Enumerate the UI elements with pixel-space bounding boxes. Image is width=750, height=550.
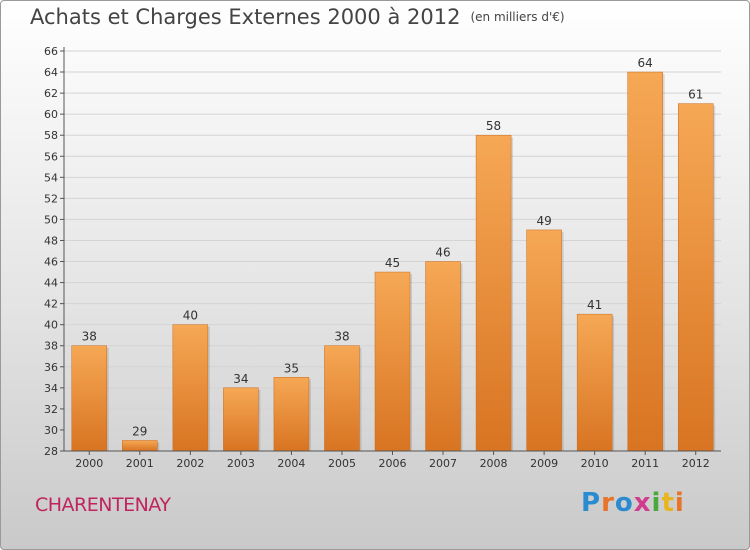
place-name: CHARENTENAY <box>35 494 171 516</box>
y-tick-label: 58 <box>44 129 58 142</box>
bar <box>71 345 108 452</box>
y-tick-label: 64 <box>44 66 58 79</box>
bar-value-label: 58 <box>486 119 501 133</box>
bars: 38 29 40 34 35 38 45 46 58 49 41 64 61 <box>71 56 716 452</box>
axes: 28 30 32 34 36 38 40 42 44 46 48 50 52 54 56 58 60 62 64 66… <box>44 45 721 470</box>
bar <box>223 387 259 452</box>
y-tick-label: 66 <box>44 45 58 58</box>
y-tick-label: 38 <box>44 340 58 353</box>
x-tick-label: 2011 <box>631 457 659 470</box>
bar <box>526 229 562 452</box>
x-tick-label: 2004 <box>277 457 305 470</box>
y-tick-label: 44 <box>44 277 58 290</box>
x-tick-label: 2008 <box>480 457 508 470</box>
bar-value-label: 38 <box>334 330 349 344</box>
logo-letter: P <box>581 488 602 518</box>
bar-value-label: 46 <box>435 246 450 260</box>
bar <box>374 271 411 452</box>
bar <box>273 377 310 452</box>
y-tick-label: 36 <box>44 361 58 374</box>
bar <box>475 134 512 452</box>
chart-title-text: Achats et Charges Externes 2000 à 2012 <box>30 5 461 29</box>
bar <box>627 71 663 452</box>
y-tick-label: 28 <box>44 445 58 458</box>
x-tick-label: 2009 <box>530 457 558 470</box>
y-tick-label: 52 <box>44 192 58 205</box>
x-tick-label: 2001 <box>126 457 154 470</box>
bar-value-label: 41 <box>587 298 602 312</box>
bar-value-label: 40 <box>183 309 198 323</box>
y-tick-label: 30 <box>44 424 58 437</box>
logo-letter: i <box>651 488 662 518</box>
bar-value-label: 29 <box>132 424 147 438</box>
y-tick-label: 34 <box>44 382 58 395</box>
y-tick-label: 56 <box>44 150 58 163</box>
x-tick-label: 2002 <box>176 457 204 470</box>
x-tick-label: 2010 <box>581 457 609 470</box>
y-tick-label: 32 <box>44 403 58 416</box>
x-tick-label: 2000 <box>75 457 103 470</box>
bar <box>172 324 209 452</box>
y-tick-label: 46 <box>44 256 58 269</box>
y-tick-label: 54 <box>44 171 58 184</box>
x-tick-label: 2005 <box>328 457 356 470</box>
proxiti-logo: Proxiti <box>581 488 685 518</box>
logo-letter: o <box>614 488 634 518</box>
x-tick-label: 2007 <box>429 457 457 470</box>
bar-value-label: 49 <box>536 214 551 228</box>
logo-letter: t <box>661 488 675 518</box>
bar-value-label: 34 <box>233 372 248 386</box>
y-tick-label: 40 <box>44 319 58 332</box>
logo-letter: r <box>601 488 615 518</box>
x-tick-label: 2012 <box>682 457 710 470</box>
logo-letter: x <box>633 488 652 518</box>
x-tick-label: 2006 <box>379 457 407 470</box>
y-tick-label: 48 <box>44 234 58 247</box>
unit-note: (en milliers d'€) <box>470 10 565 24</box>
bar-value-label: 61 <box>688 88 703 102</box>
y-tick-label: 60 <box>44 108 58 121</box>
y-tick-label: 62 <box>44 87 58 100</box>
bar-value-label: 35 <box>284 361 299 375</box>
bar-value-label: 38 <box>82 330 97 344</box>
x-tick-label: 2003 <box>227 457 255 470</box>
bar-value-label: 45 <box>385 256 400 270</box>
chart-title: Achats et Charges Externes 2000 à 2012 (e… <box>30 5 565 29</box>
y-tick-label: 50 <box>44 213 58 226</box>
bar <box>425 261 461 452</box>
bar <box>122 440 158 452</box>
bar <box>677 103 714 452</box>
bar <box>324 345 360 452</box>
logo-letter: i <box>674 488 685 518</box>
y-tick-label: 42 <box>44 298 58 311</box>
bar <box>576 313 613 452</box>
bar-value-label: 64 <box>638 56 653 70</box>
